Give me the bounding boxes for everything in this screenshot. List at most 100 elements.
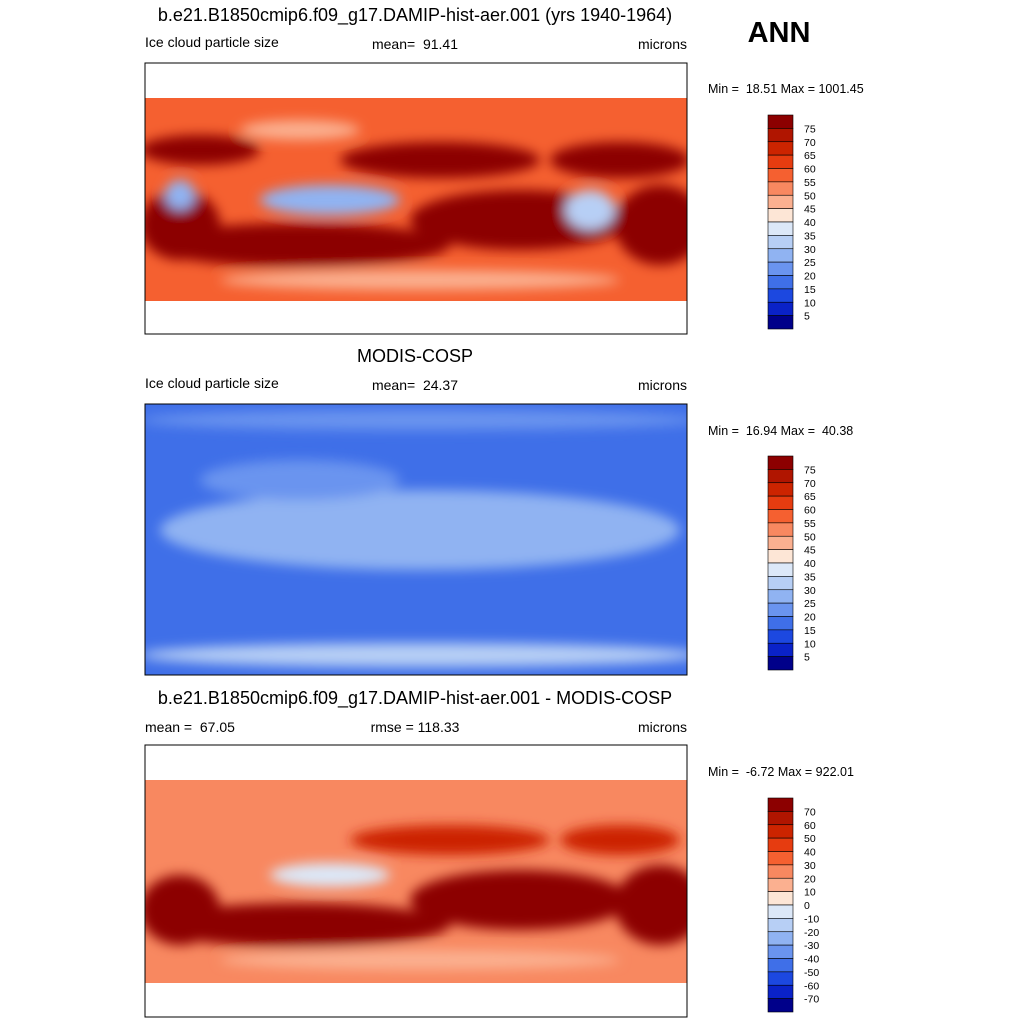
colorbar-box (767, 549, 794, 564)
colorbar-label: 20 (804, 271, 816, 283)
colorbar-label: 60 (804, 164, 816, 176)
colorbar-box (767, 482, 794, 497)
colorbar-label: -20 (804, 927, 819, 939)
colorbar-box (767, 602, 794, 617)
rmse-label: rmse = 118.33 (371, 719, 460, 735)
colorbar-label: 60 (804, 505, 816, 517)
colorbar-box (767, 824, 794, 839)
map-frame (144, 403, 688, 676)
min-max: Min = 18.51 Max = 1001.45 (708, 82, 864, 96)
colorbar-box (767, 616, 794, 631)
colorbar-box (767, 288, 794, 303)
colorbar-box (767, 837, 794, 852)
season-label: ANN (748, 17, 811, 49)
colorbar-box (767, 128, 794, 143)
colorbar-label: 65 (804, 491, 816, 503)
colorbar-label: 55 (804, 177, 816, 189)
colorbar-label: 70 (804, 478, 816, 490)
mean-label: mean= 24.37 (372, 377, 458, 393)
colorbar-box (767, 811, 794, 826)
panel-title: b.e21.B1850cmip6.f09_g17.DAMIP-hist-aer.… (158, 5, 672, 26)
colorbar-label: 50 (804, 190, 816, 202)
colorbar-box (767, 984, 794, 999)
colorbar-label: 45 (804, 545, 816, 557)
colorbar-label: -30 (804, 940, 819, 952)
colorbar-box (767, 509, 794, 524)
colorbar-label: -40 (804, 954, 819, 966)
colorbar-box (767, 141, 794, 156)
colorbar-label: 70 (804, 806, 816, 818)
colorbar-box (767, 797, 794, 812)
colorbar-box (767, 931, 794, 946)
colorbar-box (767, 208, 794, 223)
colorbar-label: 30 (804, 244, 816, 256)
map-frame (144, 62, 688, 335)
colorbar-label: 25 (804, 598, 816, 610)
colorbar-label: 55 (804, 518, 816, 530)
colorbar-label: 65 (804, 150, 816, 162)
colorbar-label: -50 (804, 967, 819, 979)
colorbar-label: -10 (804, 913, 819, 925)
colorbar-box (767, 181, 794, 196)
map-frame (144, 744, 688, 1018)
colorbar-label: 35 (804, 571, 816, 583)
colorbar-label: 30 (804, 585, 816, 597)
colorbar-box (767, 221, 794, 236)
colorbar-label: 75 (804, 123, 816, 135)
colorbar-box (767, 589, 794, 604)
colorbar-box (767, 495, 794, 510)
colorbar-label: 35 (804, 230, 816, 242)
min-max: Min = 16.94 Max = 40.38 (708, 424, 853, 438)
map-field (145, 745, 687, 1017)
colorbar-box (767, 656, 794, 671)
colorbar-label: 40 (804, 847, 816, 859)
colorbar-box (767, 629, 794, 644)
mean-label: mean = 67.05 (145, 719, 235, 735)
colorbar-box (767, 315, 794, 330)
colorbar-label: 10 (804, 887, 816, 899)
colorbar-label: 50 (804, 531, 816, 543)
colorbar-label: 5 (804, 311, 810, 323)
panel-title: MODIS-COSP (357, 346, 473, 366)
colorbar-label: 10 (804, 297, 816, 309)
colorbar-label: 10 (804, 638, 816, 650)
colorbar-box (767, 522, 794, 537)
colorbar-label: 50 (804, 833, 816, 845)
min-max: Min = -6.72 Max = 922.01 (708, 765, 854, 779)
colorbar-box (767, 194, 794, 209)
colorbar-label: 40 (804, 217, 816, 229)
colorbar-label: 45 (804, 204, 816, 216)
colorbar-box (767, 891, 794, 906)
colorbar-box (767, 851, 794, 866)
panel-title: b.e21.B1850cmip6.f09_g17.DAMIP-hist-aer.… (158, 688, 672, 709)
colorbar-box (767, 168, 794, 183)
colorbar-box (767, 877, 794, 892)
variable-label: Ice cloud particle size (145, 34, 279, 50)
colorbar-box (767, 535, 794, 550)
colorbar-box (767, 154, 794, 169)
colorbar-label: 20 (804, 612, 816, 624)
colorbar-label: -70 (804, 994, 819, 1006)
colorbar-box (767, 235, 794, 250)
colorbar-label: 25 (804, 257, 816, 269)
colorbar-label: 75 (804, 464, 816, 476)
colorbar-box (767, 261, 794, 276)
units-label: microns (638, 377, 687, 393)
colorbar-box (767, 918, 794, 933)
mean-label: mean= 91.41 (372, 36, 458, 52)
variable-label: Ice cloud particle size (145, 375, 279, 391)
colorbar-label: 30 (804, 860, 816, 872)
colorbar-box (767, 469, 794, 484)
map-field (145, 63, 687, 334)
colorbar-box (767, 301, 794, 316)
colorbar-box (767, 275, 794, 290)
colorbar-label: 40 (804, 558, 816, 570)
colorbar-box (767, 114, 794, 129)
colorbar-box (767, 864, 794, 879)
colorbar-label: 15 (804, 284, 816, 296)
units-label: microns (638, 719, 687, 735)
colorbar-label: 70 (804, 137, 816, 149)
colorbar-box (767, 562, 794, 577)
map-field (145, 404, 687, 675)
